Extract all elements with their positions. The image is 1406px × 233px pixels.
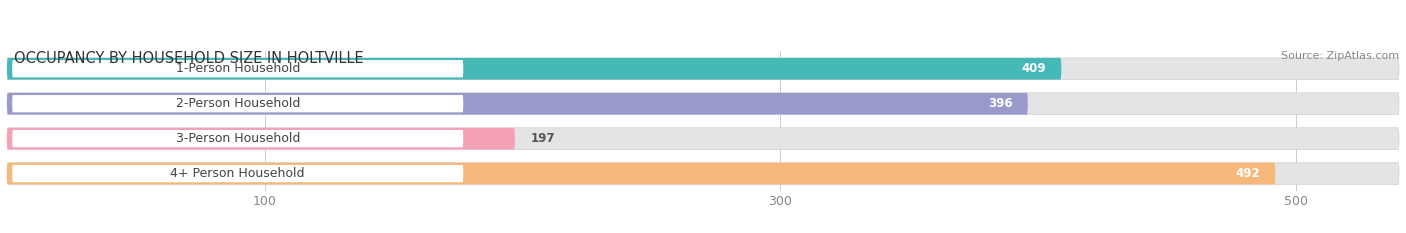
FancyBboxPatch shape (7, 128, 515, 150)
Text: 4+ Person Household: 4+ Person Household (170, 167, 305, 180)
FancyBboxPatch shape (7, 58, 1062, 80)
Text: 2-Person Household: 2-Person Household (176, 97, 299, 110)
Text: 409: 409 (1021, 62, 1046, 75)
FancyBboxPatch shape (13, 60, 464, 77)
FancyBboxPatch shape (7, 163, 1399, 185)
FancyBboxPatch shape (13, 95, 464, 112)
Text: 3-Person Household: 3-Person Household (176, 132, 299, 145)
FancyBboxPatch shape (13, 130, 464, 147)
Text: Source: ZipAtlas.com: Source: ZipAtlas.com (1281, 51, 1399, 61)
FancyBboxPatch shape (7, 93, 1028, 115)
Text: 492: 492 (1234, 167, 1260, 180)
FancyBboxPatch shape (13, 165, 464, 182)
Text: 1-Person Household: 1-Person Household (176, 62, 299, 75)
FancyBboxPatch shape (7, 58, 1399, 80)
FancyBboxPatch shape (7, 163, 1275, 185)
FancyBboxPatch shape (7, 93, 1399, 115)
Text: 396: 396 (987, 97, 1012, 110)
Text: 197: 197 (530, 132, 555, 145)
FancyBboxPatch shape (7, 128, 1399, 150)
Text: OCCUPANCY BY HOUSEHOLD SIZE IN HOLTVILLE: OCCUPANCY BY HOUSEHOLD SIZE IN HOLTVILLE (14, 51, 364, 66)
